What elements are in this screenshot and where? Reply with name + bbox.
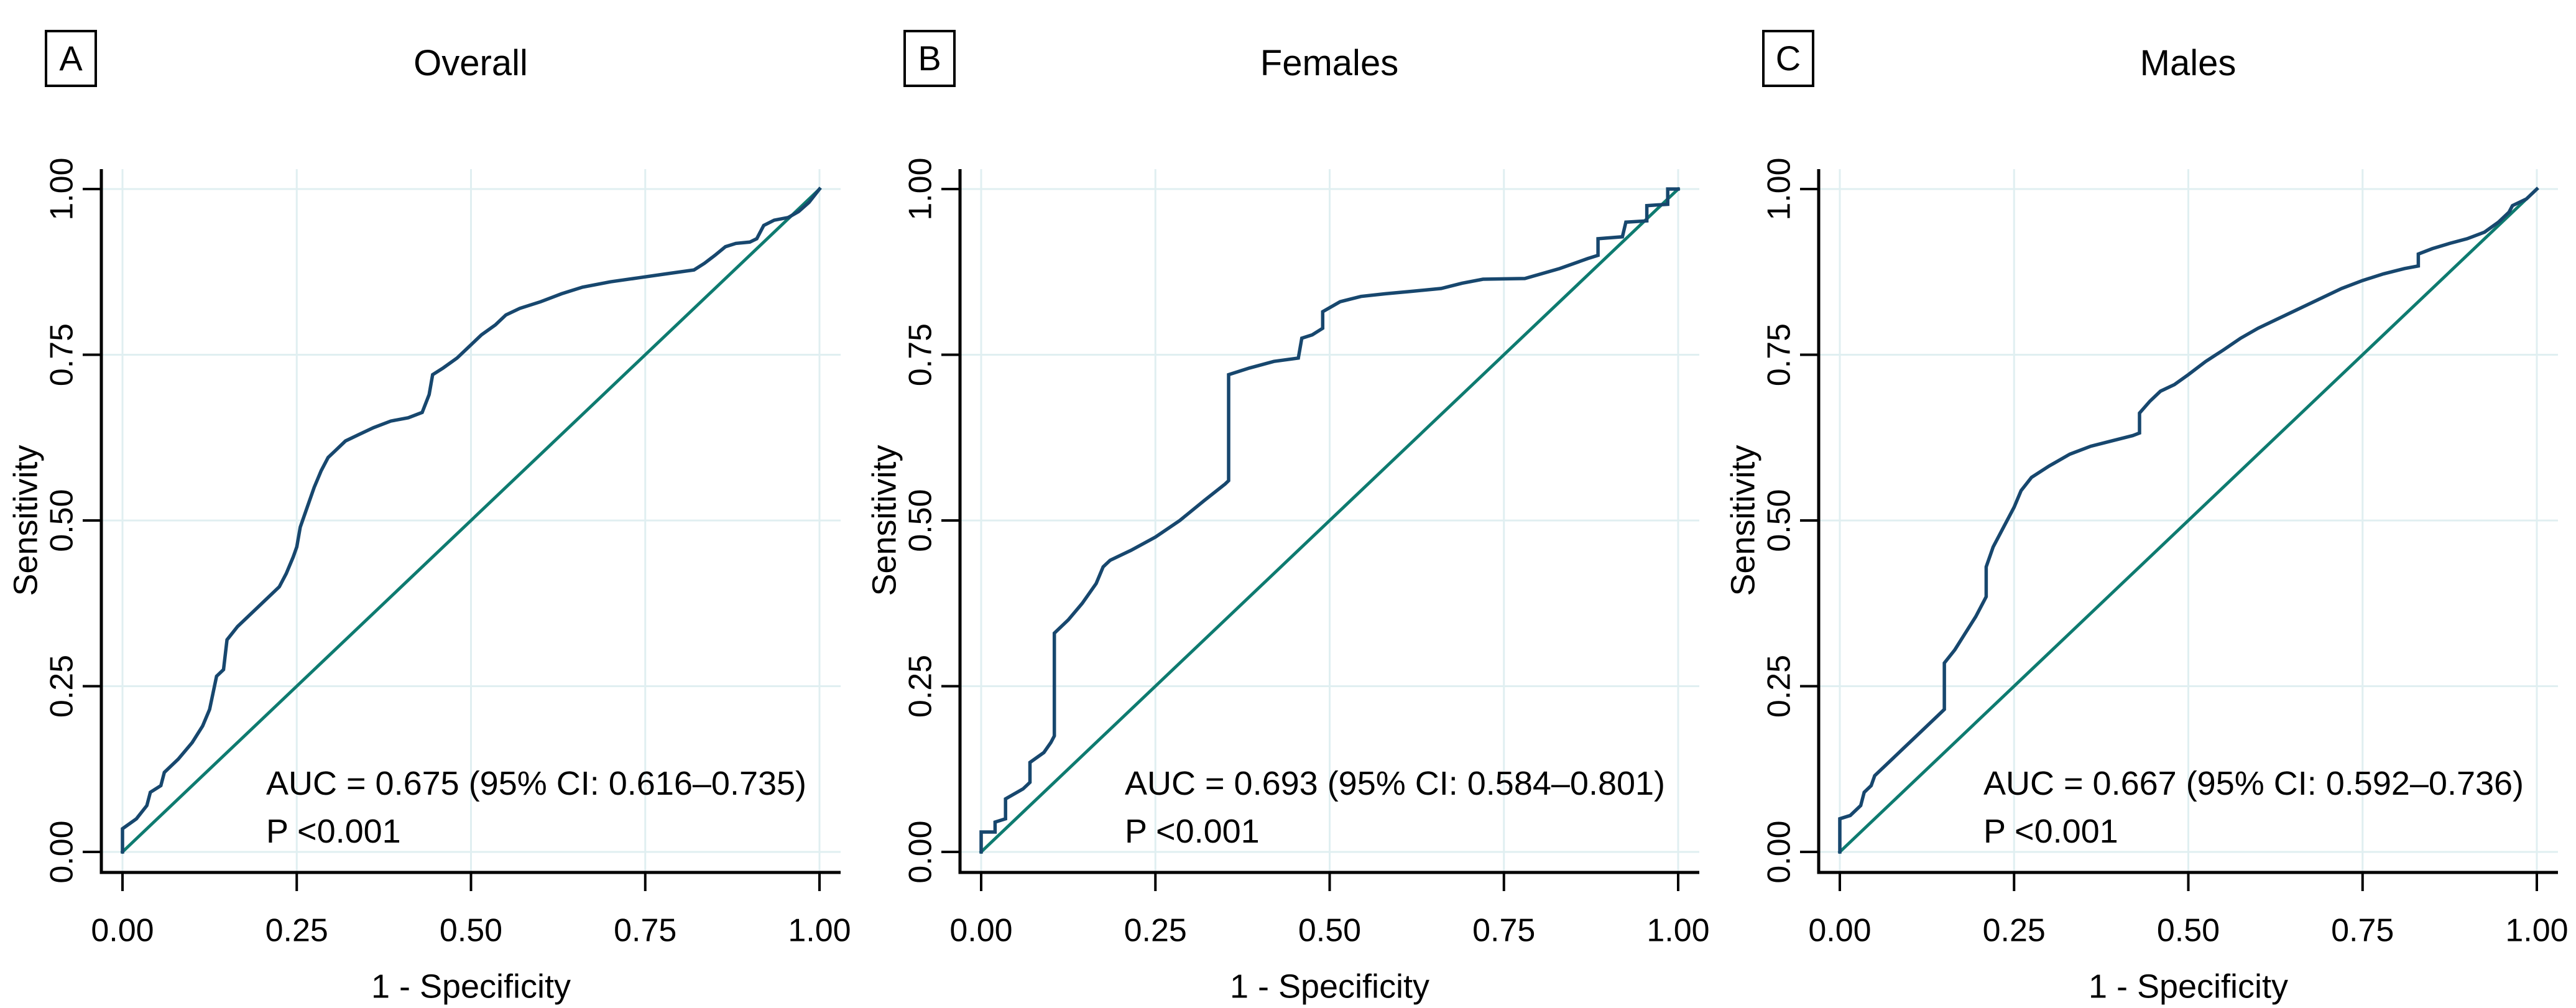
- roc-panel-females: B Females 0.00 0.00 0.25 0.25 0.50 0.50 0.75 0.…: [859, 0, 1717, 1008]
- x-tick-label: 0.50: [2157, 913, 2220, 949]
- panel-letter-box-c: C: [1762, 30, 1814, 87]
- x-tick-label: 0.75: [1472, 913, 1535, 949]
- roc-panel-males: C Males 0.00 0.00 0.25 0.25 0.50 0.50 0.75 0.75…: [1717, 0, 2576, 1008]
- auc-annotation-females: AUC = 0.693 (95% CI: 0.584–0.801) P <0.0…: [1125, 760, 1665, 856]
- auc-text-overall: AUC = 0.675 (95% CI: 0.616–0.735): [266, 765, 807, 802]
- y-axis-title: Sensitivity: [1724, 445, 1761, 596]
- x-axis-title: 1 - Specificity: [371, 968, 571, 1005]
- roc-curve-line: [979, 187, 1680, 854]
- x-tick-label: 0.50: [440, 913, 502, 949]
- y-tick-label: 0.25: [903, 655, 939, 718]
- panel-title-overall: Overall: [413, 43, 528, 83]
- x-tick-label: 0.75: [2331, 913, 2394, 949]
- roc-curve-line: [121, 187, 822, 854]
- x-tick-label: 0.25: [1983, 913, 2046, 949]
- auc-text-males: AUC = 0.667 (95% CI: 0.592–0.736): [1983, 765, 2524, 802]
- panel-letter-b: B: [918, 39, 941, 78]
- x-tick-label: 0.00: [91, 913, 154, 949]
- x-tick-label: 0.25: [1124, 913, 1187, 949]
- p-value-text-females: P <0.001: [1125, 813, 1260, 850]
- y-tick-label: 0.00: [44, 820, 80, 883]
- panel-title-females: Females: [1260, 43, 1399, 83]
- y-axis-title: Sensitivity: [7, 445, 44, 596]
- p-value-text-males: P <0.001: [1983, 813, 2118, 850]
- y-tick-label: 0.50: [1761, 489, 1798, 552]
- y-tick-label: 0.00: [1761, 820, 1798, 883]
- y-tick-label: 0.25: [1761, 655, 1798, 718]
- y-tick-label: 0.75: [44, 323, 80, 386]
- panel-letter-box-a: A: [45, 30, 97, 87]
- panel-letter-box-b: B: [903, 30, 956, 87]
- x-tick-label: 0.25: [265, 913, 328, 949]
- roc-plot-overall: 0.00 0.00 0.25 0.25 0.50 0.50 0.75 0.75 1.00 1.00…: [7, 157, 851, 1005]
- y-tick-label: 1.00: [1761, 157, 1798, 220]
- y-tick-label: 0.50: [903, 489, 939, 552]
- x-tick-label: 0.00: [949, 913, 1012, 949]
- x-axis-title: 1 - Specificity: [2089, 968, 2288, 1005]
- y-tick-label: 0.75: [903, 323, 939, 386]
- roc-plot-females: 0.00 0.00 0.25 0.25 0.50 0.50 0.75 0.75 1.00 1.00…: [866, 157, 1709, 1005]
- x-tick-label: 0.50: [1298, 913, 1361, 949]
- y-tick-label: 0.75: [1761, 323, 1798, 386]
- y-tick-label: 0.00: [903, 820, 939, 883]
- y-tick-label: 0.50: [44, 489, 80, 552]
- x-tick-label: 1.00: [1646, 913, 1709, 949]
- y-tick-label: 0.25: [44, 655, 80, 718]
- reference-diagonal-line: [1837, 187, 2539, 854]
- panel-letter-a: A: [59, 39, 83, 78]
- x-tick-label: 1.00: [2505, 913, 2568, 949]
- reference-diagonal-line: [979, 187, 1681, 854]
- x-tick-label: 0.00: [1808, 913, 1871, 949]
- y-tick-label: 1.00: [44, 157, 80, 220]
- auc-annotation-overall: AUC = 0.675 (95% CI: 0.616–0.735) P <0.0…: [266, 760, 806, 856]
- roc-plot-males: 0.00 0.00 0.25 0.25 0.50 0.50 0.75 0.75 1.00 1.00…: [1724, 157, 2568, 1005]
- panel-letter-c: C: [1775, 39, 1801, 78]
- p-value-text-overall: P <0.001: [266, 813, 401, 850]
- x-tick-label: 1.00: [788, 913, 851, 949]
- roc-panel-overall: A Overall 0.00 0.00 0.25 0.25 0.50 0.50 0.75 0.…: [0, 0, 859, 1008]
- y-tick-label: 1.00: [903, 157, 939, 220]
- auc-annotation-males: AUC = 0.667 (95% CI: 0.592–0.736) P <0.0…: [1983, 760, 2524, 856]
- auc-text-females: AUC = 0.693 (95% CI: 0.584–0.801): [1125, 765, 1666, 802]
- x-axis-title: 1 - Specificity: [1230, 968, 1429, 1005]
- panel-title-males: Males: [2140, 43, 2237, 83]
- roc-curve-line: [1838, 187, 2539, 854]
- y-axis-title: Sensitivity: [866, 445, 903, 596]
- reference-diagonal-line: [120, 187, 822, 854]
- x-tick-label: 0.75: [614, 913, 676, 949]
